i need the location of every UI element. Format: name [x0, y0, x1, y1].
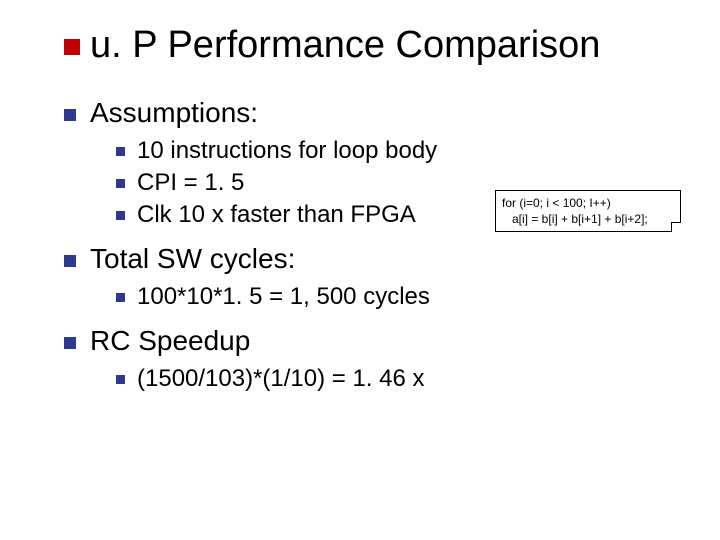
code-line: a[i] = b[i] + b[i+1] + b[i+2]; [502, 211, 674, 227]
bullet-lvl1: Assumptions: [64, 97, 684, 129]
bullet-lvl2: (1500/103)*(1/10) = 1. 46 x [116, 365, 684, 393]
slide: u. P Performance Comparison Assumptions:… [0, 0, 720, 540]
square-bullet-icon [116, 293, 125, 302]
content: Assumptions: 10 instructions for loop bo… [64, 97, 684, 393]
square-bullet-icon [64, 337, 76, 349]
bullet-lvl1: Total SW cycles: [64, 243, 684, 275]
item-label: Assumptions: [90, 97, 258, 129]
square-bullet-icon [116, 179, 125, 188]
item-label: Total SW cycles: [90, 243, 295, 275]
sub-item-label: 10 instructions for loop body [137, 137, 437, 165]
code-line: for (i=0; i < 100; I++) [502, 195, 674, 211]
sub-item-label: (1500/103)*(1/10) = 1. 46 x [137, 365, 425, 393]
sub-item-label: CPI = 1. 5 [137, 169, 244, 197]
bullet-lvl2: 100*10*1. 5 = 1, 500 cycles [116, 283, 684, 311]
bullet-lvl2: 10 instructions for loop body [116, 137, 684, 165]
square-bullet-icon [64, 255, 76, 267]
title-row: u. P Performance Comparison [64, 24, 684, 67]
item-total-sw-cycles: Total SW cycles: 100*10*1. 5 = 1, 500 cy… [64, 243, 684, 311]
bullet-lvl1: RC Speedup [64, 325, 684, 357]
item-label: RC Speedup [90, 325, 250, 357]
item-rc-speedup: RC Speedup (1500/103)*(1/10) = 1. 46 x [64, 325, 684, 393]
sub-item-label: Clk 10 x faster than FPGA [137, 201, 416, 229]
square-bullet-icon [116, 211, 125, 220]
code-box: for (i=0; i < 100; I++) a[i] = b[i] + b[… [495, 190, 681, 232]
square-bullet-icon [64, 109, 76, 121]
sub-items: (1500/103)*(1/10) = 1. 46 x [116, 365, 684, 393]
square-bullet-icon [116, 147, 125, 156]
page-fold-icon [671, 222, 681, 232]
page-title: u. P Performance Comparison [90, 24, 600, 67]
square-bullet-icon [116, 375, 125, 384]
sub-item-label: 100*10*1. 5 = 1, 500 cycles [137, 283, 430, 311]
title-bullet-icon [64, 39, 80, 55]
sub-items: 100*10*1. 5 = 1, 500 cycles [116, 283, 684, 311]
